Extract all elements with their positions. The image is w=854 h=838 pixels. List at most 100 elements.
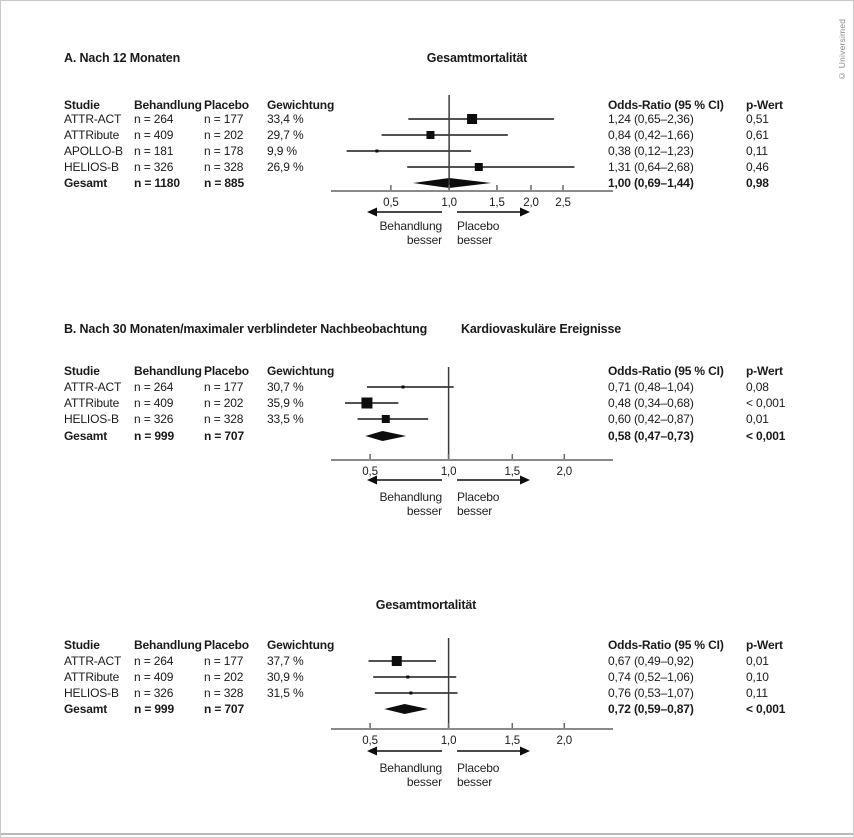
axis-tick-label: 2,0 (523, 197, 539, 209)
col-header-placebo: Placebo (204, 364, 249, 378)
p-value: < 0,001 (746, 396, 786, 410)
col-header-placebo: Placebo (204, 638, 249, 652)
cell-behandlung: n = 264 (134, 654, 174, 668)
direction-label: besser (407, 775, 442, 789)
axis-tick-label: 1,0 (441, 466, 457, 478)
or-marker (391, 656, 402, 666)
col-header-p: p-Wert (746, 638, 783, 652)
col-header-gewichtung: Gewichtung (267, 364, 335, 378)
p-value: 0,08 (746, 380, 769, 394)
p-value: 0,61 (746, 128, 769, 142)
cell-studie: HELIOS-B (64, 160, 119, 174)
cell-behandlung-total: n = 999 (134, 429, 174, 443)
cell-placebo: n = 202 (204, 128, 244, 142)
direction-label: Placebo (457, 490, 500, 504)
copyright-vertical: © Universimed (837, 18, 847, 81)
or-value: 0,67 (0,49–0,92) (608, 654, 694, 668)
col-header-studie: Studie (64, 364, 100, 378)
col-header-or: Odds-Ratio (95 % CI) (608, 638, 724, 652)
cell-behandlung: n = 264 (134, 380, 174, 394)
cell-placebo: n = 177 (204, 380, 244, 394)
cell-behandlung: n = 326 (134, 412, 174, 426)
direction-label: Placebo (457, 219, 500, 233)
col-header-behandlung: Behandlung (134, 98, 202, 112)
cell-placebo: n = 177 (204, 654, 244, 668)
or-value-total: 0,72 (0,59–0,87) (608, 702, 694, 716)
or-value: 0,48 (0,34–0,68) (608, 396, 694, 410)
cell-studie-total: Gesamt (64, 176, 108, 190)
or-value: 0,38 (0,12–1,23) (608, 144, 694, 158)
direction-label: besser (457, 504, 492, 518)
cell-gewichtung: 31,5 % (267, 686, 304, 700)
col-header-behandlung: Behandlung (134, 364, 202, 378)
col-header-or: Odds-Ratio (95 % CI) (608, 98, 724, 112)
cell-gewichtung: 33,5 % (267, 412, 304, 426)
cell-studie: HELIOS-B (64, 412, 119, 426)
cell-placebo: n = 202 (204, 670, 244, 684)
cell-studie: APOLLO-B (64, 144, 123, 158)
col-header-studie: Studie (64, 638, 100, 652)
axis-tick-label: 1,5 (489, 197, 505, 209)
cell-placebo-total: n = 707 (204, 702, 244, 716)
cell-studie-total: Gesamt (64, 429, 108, 443)
summary-diamond (365, 431, 407, 441)
cell-studie-total: Gesamt (64, 702, 108, 716)
or-marker (401, 385, 405, 389)
cell-studie: ATTRibute (64, 396, 120, 410)
summary-diamond (384, 704, 429, 714)
axis-tick-label: 2,0 (557, 735, 573, 747)
arrow-left-head-icon (367, 475, 377, 485)
col-header-gewichtung: Gewichtung (267, 638, 335, 652)
or-marker (375, 149, 379, 153)
cell-placebo: n = 328 (204, 686, 244, 700)
cell-gewichtung: 26,9 % (267, 160, 304, 174)
panel-label: B. Nach 30 Monaten/maximaler verblindete… (64, 322, 428, 336)
cell-placebo: n = 178 (204, 144, 244, 158)
p-value-total: 0,98 (746, 176, 769, 190)
cell-behandlung: n = 409 (134, 396, 174, 410)
axis-tick-label: 0,5 (362, 466, 378, 478)
direction-label: Placebo (457, 761, 500, 775)
arrow-left-head-icon (367, 746, 377, 756)
cell-behandlung: n = 326 (134, 686, 174, 700)
axis-tick-label: 0,5 (362, 735, 378, 747)
or-value: 0,60 (0,42–0,87) (608, 412, 694, 426)
cell-studie: HELIOS-B (64, 686, 119, 700)
p-value: 0,01 (746, 654, 769, 668)
or-marker (406, 675, 410, 679)
cell-gewichtung: 33,4 % (267, 112, 304, 126)
cell-behandlung: n = 326 (134, 160, 174, 174)
cell-behandlung: n = 409 (134, 128, 174, 142)
direction-label: Behandlung (379, 761, 442, 775)
cell-behandlung: n = 264 (134, 112, 174, 126)
axis-tick-label: 2,5 (555, 197, 571, 209)
cell-placebo-total: n = 885 (204, 176, 244, 190)
col-header-p: p-Wert (746, 364, 783, 378)
cell-gewichtung: 35,9 % (267, 396, 304, 410)
cell-behandlung-total: n = 1180 (134, 176, 180, 190)
cell-gewichtung: 30,9 % (267, 670, 304, 684)
or-marker (467, 114, 478, 124)
or-marker (426, 131, 435, 139)
arrow-right-head-icon (520, 207, 530, 217)
col-header-gewichtung: Gewichtung (267, 98, 335, 112)
arrow-right-head-icon (520, 746, 530, 756)
p-value: 0,11 (746, 686, 768, 700)
or-value: 0,84 (0,42–1,66) (608, 128, 694, 142)
direction-label: besser (457, 775, 492, 789)
axis-tick-label: 0,5 (383, 197, 399, 209)
cell-studie: ATTR-ACT (64, 112, 122, 126)
col-header-behandlung: Behandlung (134, 638, 202, 652)
col-header-studie: Studie (64, 98, 100, 112)
direction-label: Behandlung (379, 490, 442, 504)
cell-placebo: n = 202 (204, 396, 244, 410)
or-value: 0,76 (0,53–1,07) (608, 686, 694, 700)
cell-placebo-total: n = 707 (204, 429, 244, 443)
p-value: 0,46 (746, 160, 769, 174)
or-value: 0,74 (0,52–1,06) (608, 670, 694, 684)
cell-studie: ATTRibute (64, 128, 120, 142)
axis-tick-label: 1,0 (441, 197, 457, 209)
arrow-left-head-icon (367, 207, 377, 217)
